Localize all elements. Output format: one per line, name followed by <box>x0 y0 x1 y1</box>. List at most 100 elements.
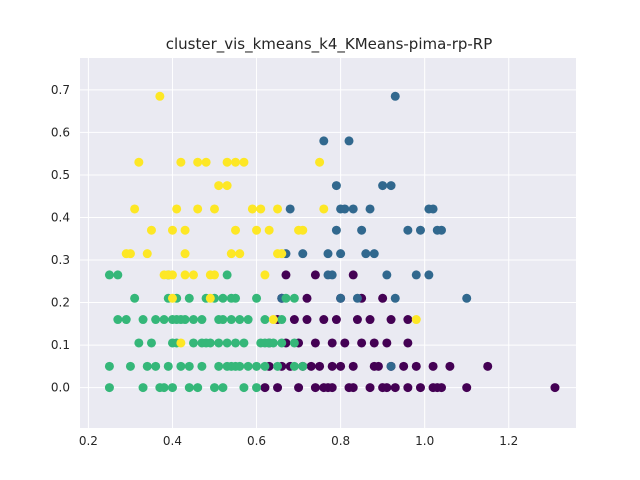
data-point-cluster-3 <box>226 249 236 259</box>
data-point-cluster-2 <box>146 338 156 348</box>
data-point-cluster-3 <box>260 270 270 280</box>
data-point-cluster-3 <box>277 249 287 259</box>
x-tick-label: 1.0 <box>415 434 434 448</box>
data-point-cluster-2 <box>210 383 220 393</box>
data-point-cluster-2 <box>184 361 194 371</box>
data-point-cluster-3 <box>222 181 232 191</box>
data-point-cluster-2 <box>252 383 262 393</box>
data-point-cluster-2 <box>239 383 249 393</box>
data-point-cluster-1 <box>323 249 333 259</box>
x-tick-label: 0.2 <box>79 434 98 448</box>
data-point-cluster-1 <box>411 270 421 280</box>
data-point-cluster-0 <box>327 361 337 371</box>
data-point-cluster-2 <box>298 361 308 371</box>
data-point-cluster-3 <box>231 157 241 167</box>
data-point-cluster-3 <box>319 204 329 214</box>
data-point-cluster-0 <box>382 383 392 393</box>
data-point-cluster-0 <box>378 293 388 303</box>
data-point-cluster-0 <box>294 383 304 393</box>
data-point-cluster-3 <box>210 270 220 280</box>
x-tick-label: 0.4 <box>163 434 182 448</box>
data-point-cluster-3 <box>268 315 278 325</box>
y-tick-label: 0.4 <box>51 210 70 224</box>
data-point-cluster-2 <box>252 293 262 303</box>
data-point-cluster-2 <box>104 383 114 393</box>
data-point-cluster-2 <box>184 293 194 303</box>
data-point-cluster-0 <box>365 315 375 325</box>
data-point-cluster-1 <box>386 361 396 371</box>
data-point-cluster-3 <box>411 315 421 325</box>
data-point-cluster-2 <box>243 361 253 371</box>
data-point-cluster-0 <box>273 383 283 393</box>
plot-area <box>80 58 576 428</box>
data-point-cluster-0 <box>302 293 312 303</box>
data-point-cluster-3 <box>252 225 262 235</box>
data-point-cluster-2 <box>176 361 186 371</box>
data-point-cluster-2 <box>104 270 114 280</box>
data-point-cluster-1 <box>331 181 341 191</box>
data-point-cluster-3 <box>193 204 203 214</box>
data-point-cluster-3 <box>210 204 220 214</box>
data-point-cluster-2 <box>239 338 249 348</box>
data-point-cluster-0 <box>306 361 316 371</box>
data-point-cluster-3 <box>180 249 190 259</box>
data-point-cluster-1 <box>361 249 371 259</box>
data-point-cluster-0 <box>550 383 560 393</box>
data-point-cluster-0 <box>310 270 320 280</box>
data-point-cluster-1 <box>415 225 425 235</box>
data-point-cluster-2 <box>188 338 198 348</box>
data-point-cluster-3 <box>205 293 215 303</box>
data-point-cluster-2 <box>268 338 278 348</box>
data-point-cluster-2 <box>235 361 245 371</box>
data-point-cluster-2 <box>289 293 299 303</box>
data-point-cluster-1 <box>390 293 400 303</box>
data-point-cluster-0 <box>428 361 438 371</box>
data-point-cluster-3 <box>167 293 177 303</box>
data-point-cluster-1 <box>386 181 396 191</box>
data-point-cluster-0 <box>327 383 337 393</box>
data-point-cluster-3 <box>172 204 182 214</box>
data-point-cluster-1 <box>357 225 367 235</box>
data-point-cluster-2 <box>113 315 123 325</box>
data-point-cluster-3 <box>239 157 249 167</box>
data-point-cluster-3 <box>180 270 190 280</box>
data-point-cluster-2 <box>235 315 245 325</box>
data-point-cluster-0 <box>352 315 362 325</box>
data-point-cluster-0 <box>281 270 291 280</box>
data-point-cluster-3 <box>167 225 177 235</box>
x-tick-label: 0.8 <box>331 434 350 448</box>
data-point-cluster-1 <box>378 181 388 191</box>
data-point-cluster-0 <box>310 338 320 348</box>
chart-title: cluster_vis_kmeans_k4_KMeans-pima-rp-RP <box>166 35 493 54</box>
grid-lines <box>80 58 576 428</box>
data-point-cluster-2 <box>205 338 215 348</box>
data-point-cluster-0 <box>415 383 425 393</box>
data-point-cluster-0 <box>445 361 455 371</box>
data-point-cluster-2 <box>214 361 224 371</box>
data-point-cluster-2 <box>134 338 144 348</box>
data-point-cluster-1 <box>365 204 375 214</box>
data-point-cluster-2 <box>125 361 135 371</box>
data-point-cluster-2 <box>222 338 232 348</box>
data-point-cluster-1 <box>369 249 379 259</box>
x-tick-label: 0.6 <box>247 434 266 448</box>
data-point-cluster-0 <box>319 315 329 325</box>
data-point-cluster-2 <box>231 338 241 348</box>
y-tick-label: 0.5 <box>51 168 70 182</box>
data-point-cluster-3 <box>146 225 156 235</box>
data-point-cluster-0 <box>403 315 413 325</box>
data-point-cluster-3 <box>125 249 135 259</box>
data-point-cluster-3 <box>176 157 186 167</box>
y-tick-label: 0.7 <box>51 83 70 97</box>
data-point-cluster-0 <box>436 383 446 393</box>
data-point-cluster-0 <box>348 270 358 280</box>
data-point-cluster-1 <box>390 91 400 101</box>
y-tick-label: 0.3 <box>51 253 70 267</box>
data-point-cluster-0 <box>357 338 367 348</box>
data-point-cluster-2 <box>138 383 148 393</box>
data-point-cluster-2 <box>289 338 299 348</box>
data-point-cluster-3 <box>188 270 198 280</box>
data-point-cluster-2 <box>104 361 114 371</box>
data-point-cluster-0 <box>315 361 325 371</box>
data-point-cluster-2 <box>277 315 287 325</box>
